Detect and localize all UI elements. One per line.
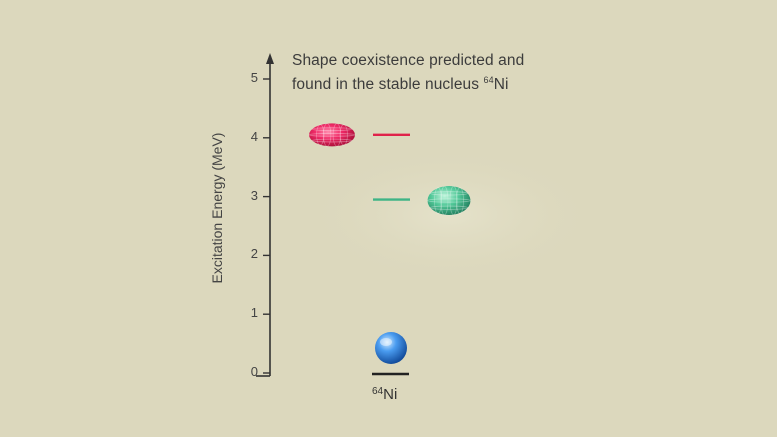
- tick-label: 0: [250, 364, 258, 379]
- title-mass-number: 64: [483, 75, 494, 85]
- prolate-nucleus-shape: [308, 123, 356, 147]
- longitude-line: [332, 123, 342, 147]
- prolate-nucleus-shape-body: [309, 123, 355, 147]
- longitude-line: [316, 124, 325, 146]
- energy-axis: [256, 53, 274, 377]
- longitude-line: [449, 185, 458, 216]
- nucleus-mass-number: 64: [372, 386, 384, 397]
- nucleus-element: Ni: [383, 386, 398, 403]
- tick-label: 4: [250, 128, 258, 144]
- diagram-title-line2: found in the stable nucleus 64Ni: [292, 75, 509, 94]
- energy-levels: [308, 123, 471, 376]
- latitude-line: [311, 127, 353, 131]
- tick-label: 3: [250, 187, 258, 203]
- latitude-line: [308, 133, 356, 137]
- longitude-line: [434, 187, 443, 214]
- latitude-line: [429, 191, 469, 196]
- latitude-line: [311, 138, 353, 143]
- title-element: Ni: [493, 76, 509, 93]
- latitude-line: [429, 205, 469, 210]
- longitude-line: [322, 123, 332, 147]
- sphere-highlight: [380, 338, 392, 346]
- oblate-nucleus-shape-body: [427, 186, 471, 216]
- longitude-line: [455, 187, 464, 214]
- nucleus-label: 64Ni: [372, 386, 397, 403]
- title-text: found in the stable nucleus: [292, 76, 484, 93]
- oblate-nucleus-shape: [427, 185, 471, 216]
- longitude-line: [440, 185, 449, 216]
- axis-arrowhead: [266, 53, 274, 64]
- y-axis-label: Excitation Energy (MeV): [209, 132, 225, 284]
- spherical-nucleus-shape: [375, 332, 407, 364]
- tick-label: 1: [250, 305, 258, 321]
- diagram-title-line1: Shape coexistence predicted and: [292, 52, 525, 69]
- latitude-line: [427, 198, 471, 203]
- tick-label: 2: [250, 246, 258, 262]
- longitude-line: [339, 124, 348, 146]
- tick-label: 5: [250, 70, 258, 85]
